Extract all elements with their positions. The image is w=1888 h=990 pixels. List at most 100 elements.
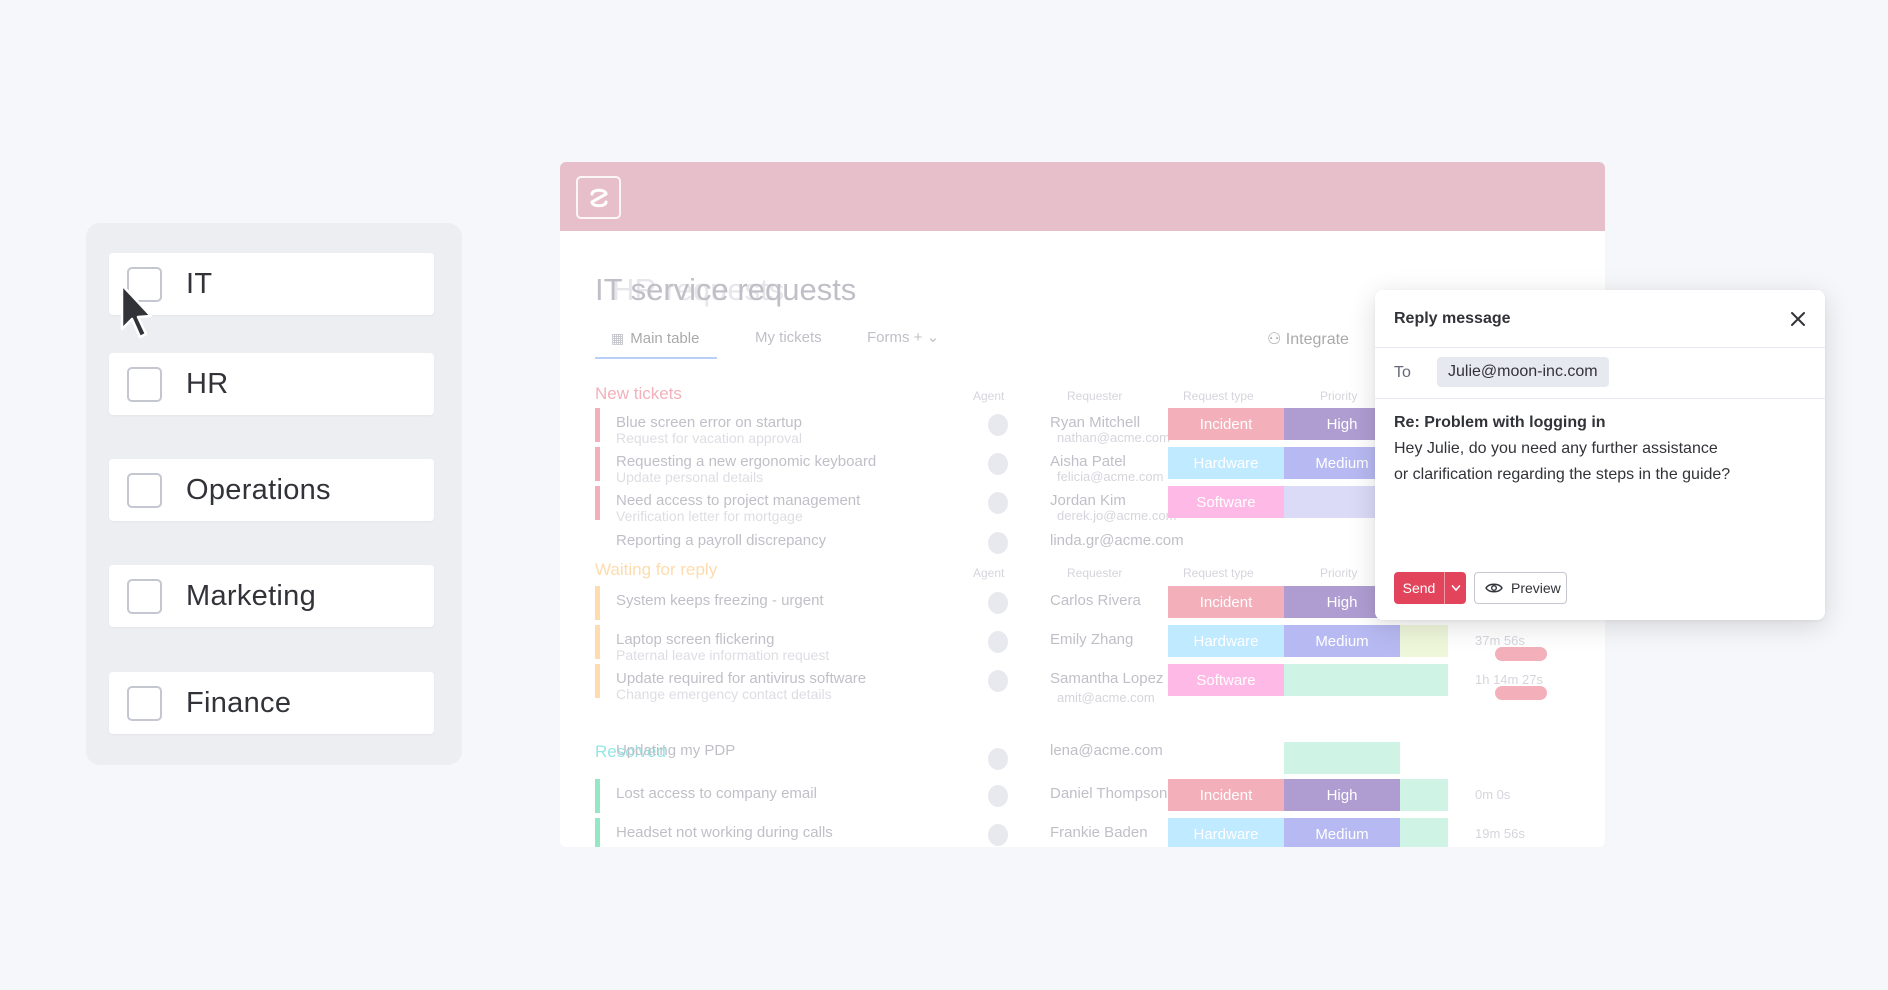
task-name-ghost: Change emergency contact details [616, 686, 832, 702]
checkbox[interactable] [127, 685, 162, 721]
preview-label: Preview [1511, 580, 1561, 596]
status-cell[interactable] [1400, 779, 1448, 811]
avatar[interactable] [988, 532, 1008, 554]
requester-email: nathan@acme.com [1057, 430, 1170, 445]
avatar[interactable] [988, 631, 1008, 653]
tab-label: My tickets [755, 329, 822, 346]
request-type-cell[interactable]: Incident [1168, 586, 1284, 618]
department-label: Finance [186, 686, 292, 719]
column-header-priority[interactable]: Priority [1320, 566, 1358, 580]
tab-main-table[interactable]: ▦ Main table [595, 329, 718, 359]
table-row[interactable]: Reporting a payroll discrepancy linda.gr… [595, 526, 1565, 558]
column-header-agent[interactable]: Agent [973, 389, 1005, 403]
checkbox[interactable] [127, 578, 162, 614]
reply-message-dialog: Reply message To Julie@moon-inc.com Re: … [1375, 290, 1825, 620]
avatar[interactable] [988, 748, 1008, 770]
tab-forms[interactable]: Forms + ⌄ [867, 329, 939, 359]
table-row[interactable]: Updating my PDP lena@acme.com [595, 742, 1565, 774]
requester-name: Jordan Kim [1050, 492, 1126, 509]
requester-email: amit@acme.com [1057, 690, 1155, 705]
avatar[interactable] [988, 824, 1008, 846]
department-option-operations[interactable]: Operations [109, 459, 434, 521]
table-row[interactable]: Lost access to company email Daniel Thom… [595, 779, 1565, 813]
task-name[interactable]: Headset not working during calls [616, 824, 833, 841]
department-label: HR [186, 367, 229, 400]
app-logo-icon[interactable] [576, 176, 621, 219]
recipient-chip[interactable]: Julie@moon-inc.com [1437, 357, 1609, 387]
message-body-line[interactable]: Hey Julie, do you need any further assis… [1394, 440, 1718, 457]
task-name[interactable]: Laptop screen flickering [616, 631, 775, 648]
task-name[interactable]: Blue screen error on startup [616, 414, 802, 431]
task-name[interactable]: System keeps freezing - urgent [616, 592, 824, 609]
task-name-ghost: Update personal details [616, 469, 764, 485]
task-name[interactable]: Updating my PDP [616, 742, 736, 759]
group-title-resolved[interactable]: Resolved [595, 742, 666, 761]
avatar[interactable] [988, 785, 1008, 807]
group-title-waiting[interactable]: Waiting for reply [595, 560, 718, 579]
priority-cell[interactable]: Medium [1284, 625, 1400, 657]
avatar[interactable] [988, 492, 1008, 514]
group-color-bar [595, 818, 600, 847]
view-tabs: ▦ Main table My tickets Forms + ⌄ ⚇ Integ… [595, 329, 1595, 369]
status-cell[interactable] [1400, 625, 1448, 657]
send-button[interactable]: Send [1394, 572, 1466, 604]
request-type-cell[interactable]: Software [1168, 486, 1284, 518]
checkbox[interactable] [127, 266, 162, 302]
department-option-marketing[interactable]: Marketing [109, 565, 434, 627]
request-type-cell[interactable]: Incident [1168, 779, 1284, 811]
column-header-request-type[interactable]: Request type [1183, 566, 1254, 580]
message-subject[interactable]: Re: Problem with logging in [1394, 414, 1606, 431]
send-options-button[interactable] [1445, 583, 1466, 593]
column-header-requester[interactable]: Requester [1067, 566, 1123, 580]
request-type-cell[interactable]: Hardware [1168, 625, 1284, 657]
request-type-cell[interactable]: Hardware [1168, 447, 1284, 479]
avatar[interactable] [988, 414, 1008, 436]
request-type-cell[interactable]: Incident [1168, 408, 1284, 440]
table-row[interactable]: Laptop screen flickering Paternal leave … [595, 625, 1565, 663]
preview-button[interactable]: Preview [1474, 572, 1567, 604]
checkbox[interactable] [127, 366, 162, 402]
group-title-new[interactable]: New tickets [595, 384, 682, 403]
board-title: IT service requests [595, 272, 857, 307]
request-type-cell[interactable]: Software [1168, 664, 1284, 696]
status-cell[interactable] [1400, 818, 1448, 847]
avatar[interactable] [988, 592, 1008, 614]
table-row[interactable]: System keeps freezing - urgent Carlos Ri… [595, 586, 1565, 620]
status-cell[interactable] [1284, 664, 1448, 696]
task-name[interactable]: Need access to project management [616, 492, 861, 509]
integrate-button[interactable]: ⚇ Integrate [1267, 329, 1349, 349]
tab-my-tickets[interactable]: My tickets [755, 329, 822, 359]
priority-cell[interactable]: High [1284, 779, 1400, 811]
task-name[interactable]: Reporting a payroll discrepancy [616, 532, 827, 549]
request-type-cell[interactable]: Hardware [1168, 818, 1284, 847]
table-icon: ▦ [611, 330, 625, 346]
department-label: Operations [186, 473, 331, 506]
department-option-finance[interactable]: Finance [109, 672, 434, 734]
table-row[interactable]: Update required for antivirus software C… [595, 664, 1565, 705]
column-header-requester[interactable]: Requester [1067, 389, 1123, 403]
column-header-priority[interactable]: Priority [1320, 389, 1358, 403]
task-name[interactable]: Lost access to company email [616, 785, 817, 802]
task-name[interactable]: Update required for antivirus software [616, 670, 867, 687]
priority-cell[interactable]: Medium [1284, 818, 1400, 847]
group-color-bar [595, 625, 600, 659]
task-name[interactable]: Requesting a new ergonomic keyboard [616, 453, 877, 470]
message-body-line[interactable]: or clarification regarding the steps in … [1394, 466, 1731, 483]
checkbox[interactable] [127, 472, 162, 508]
avatar[interactable] [988, 453, 1008, 475]
status-pill[interactable] [1495, 686, 1547, 700]
column-header-request-type[interactable]: Request type [1183, 389, 1254, 403]
requester-name: Daniel Thompson [1050, 785, 1168, 802]
column-header-agent[interactable]: Agent [973, 566, 1005, 580]
priority-cell[interactable] [1284, 742, 1400, 774]
avatar[interactable] [988, 670, 1008, 692]
table-row[interactable]: Headset not working during calls Frankie… [595, 818, 1565, 847]
status-pill[interactable] [1495, 647, 1547, 661]
board-header [560, 162, 1605, 231]
department-option-it[interactable]: IT [109, 253, 434, 315]
recipient-row: To Julie@moon-inc.com [1375, 347, 1825, 399]
group-color-bar [595, 779, 600, 813]
add-view-icon[interactable]: + ⌄ [913, 329, 940, 346]
department-option-hr[interactable]: HR [109, 353, 434, 415]
close-button[interactable] [1787, 308, 1809, 330]
